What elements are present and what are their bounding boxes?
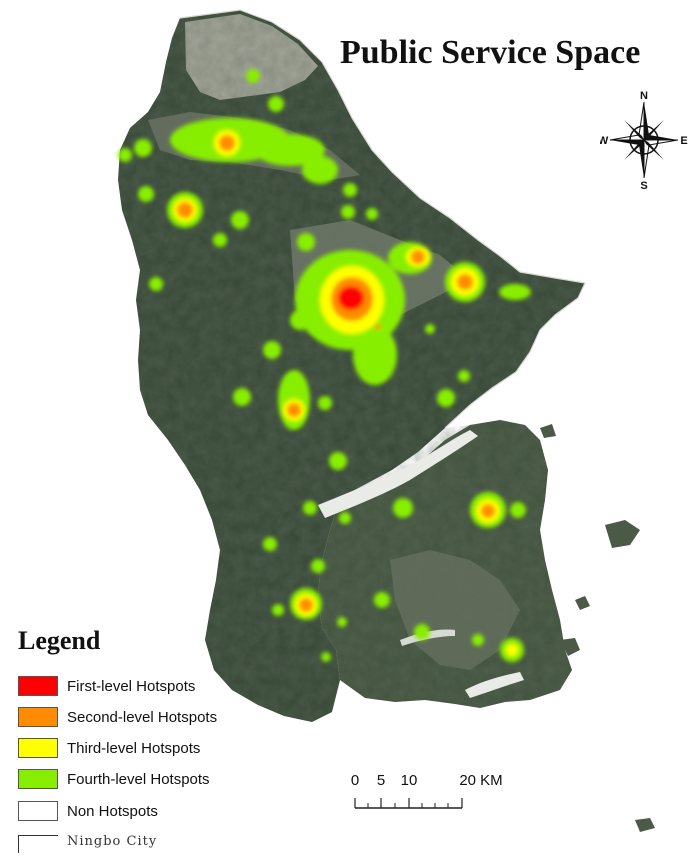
legend-item: Third-level Hotspots	[18, 737, 200, 759]
estuary	[318, 430, 478, 518]
scale-ruler	[354, 798, 463, 809]
legend-item: Second-level Hotspots	[18, 706, 217, 728]
compass-w-label: W	[600, 135, 609, 147]
legend-swatch	[18, 738, 58, 758]
legend-label: Non Hotspots	[67, 802, 158, 820]
legend-swatch	[18, 707, 58, 727]
island	[540, 424, 556, 438]
compass-n-label: N	[640, 90, 648, 102]
map-title: Public Service Space	[340, 34, 641, 71]
legend-item: Fourth-level Hotspots	[18, 768, 210, 790]
city-boundary	[179, 9, 586, 429]
estuary	[465, 672, 524, 698]
legend-label: First-level Hotspots	[67, 677, 196, 695]
island	[575, 596, 590, 610]
legend-swatch	[18, 801, 58, 821]
legend-label: Second-level Hotspots	[67, 708, 218, 726]
scale-label: 0	[350, 772, 360, 789]
scale-label: 20 KM	[459, 772, 503, 789]
legend-label: Fourth-level Hotspots	[67, 770, 210, 788]
legend-item: Non Hotspots	[18, 800, 158, 822]
legend-label-boundary: Ningbo City	[67, 833, 158, 849]
island	[560, 638, 580, 656]
legend-item: Ningbo City	[18, 830, 158, 853]
scale-bar: 0 5 10 20 KM	[350, 772, 530, 817]
legend-title: Legend	[18, 626, 101, 655]
scale-label: 5	[376, 772, 386, 789]
legend-swatch	[18, 676, 58, 696]
north-arrow-icon: N S W E	[600, 90, 688, 192]
compass-s-label: S	[640, 180, 647, 192]
legend-item: First-level Hotspots	[18, 675, 195, 697]
hotspots-layer	[118, 69, 531, 662]
boundary-swatch	[18, 835, 58, 853]
legend-swatch	[18, 769, 58, 789]
compass-e-label: E	[680, 135, 687, 147]
island	[635, 818, 655, 832]
scale-label: 10	[400, 772, 418, 789]
legend-label: Third-level Hotspots	[67, 739, 201, 757]
island	[605, 520, 640, 548]
